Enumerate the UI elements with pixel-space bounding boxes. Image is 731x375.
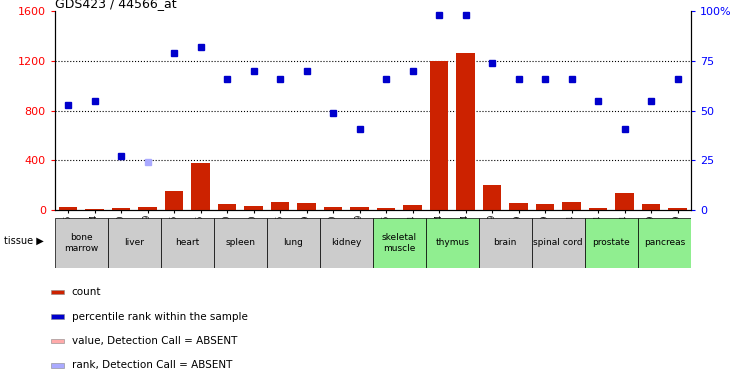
Bar: [668, 207, 687, 210]
Bar: [350, 207, 369, 210]
Bar: [585, 217, 637, 268]
Bar: [270, 202, 289, 210]
Text: percentile rank within the sample: percentile rank within the sample: [72, 312, 248, 321]
Bar: [531, 217, 585, 268]
Text: kidney: kidney: [331, 238, 362, 248]
Bar: [86, 209, 104, 210]
Bar: [244, 206, 263, 210]
Text: count: count: [72, 287, 101, 297]
Bar: [112, 208, 130, 210]
Bar: [510, 203, 528, 210]
Text: tissue ▶: tissue ▶: [4, 235, 43, 245]
Text: GDS423 / 44566_at: GDS423 / 44566_at: [55, 0, 176, 10]
Text: rank, Detection Call = ABSENT: rank, Detection Call = ABSENT: [72, 360, 232, 370]
Bar: [425, 217, 479, 268]
Bar: [456, 54, 475, 210]
Bar: [562, 202, 581, 210]
Bar: [213, 217, 267, 268]
Bar: [138, 207, 157, 210]
Text: spleen: spleen: [225, 238, 255, 248]
Bar: [616, 193, 634, 210]
Bar: [324, 207, 342, 210]
Text: lung: lung: [284, 238, 303, 248]
Text: brain: brain: [493, 238, 517, 248]
Text: spinal cord: spinal cord: [534, 238, 583, 248]
Text: thymus: thymus: [436, 238, 469, 248]
Bar: [430, 61, 448, 210]
Bar: [267, 217, 319, 268]
Bar: [536, 204, 554, 210]
Text: value, Detection Call = ABSENT: value, Detection Call = ABSENT: [72, 336, 237, 346]
Bar: [58, 207, 77, 210]
Bar: [479, 217, 531, 268]
Bar: [192, 163, 210, 210]
Text: bone
marrow: bone marrow: [64, 233, 99, 252]
Bar: [373, 217, 425, 268]
Text: skeletal
muscle: skeletal muscle: [382, 233, 417, 252]
Bar: [164, 191, 183, 210]
Text: prostate: prostate: [592, 238, 630, 248]
Bar: [642, 204, 660, 210]
Bar: [404, 205, 422, 210]
Bar: [107, 217, 161, 268]
Bar: [637, 217, 691, 268]
Bar: [376, 208, 395, 210]
Text: heart: heart: [175, 238, 200, 248]
Bar: [161, 217, 213, 268]
Text: liver: liver: [124, 238, 144, 248]
Bar: [319, 217, 373, 268]
Bar: [55, 217, 107, 268]
Bar: [588, 208, 607, 210]
Bar: [482, 185, 501, 210]
Bar: [218, 204, 236, 210]
Text: pancreas: pancreas: [644, 238, 685, 248]
Bar: [298, 203, 316, 210]
